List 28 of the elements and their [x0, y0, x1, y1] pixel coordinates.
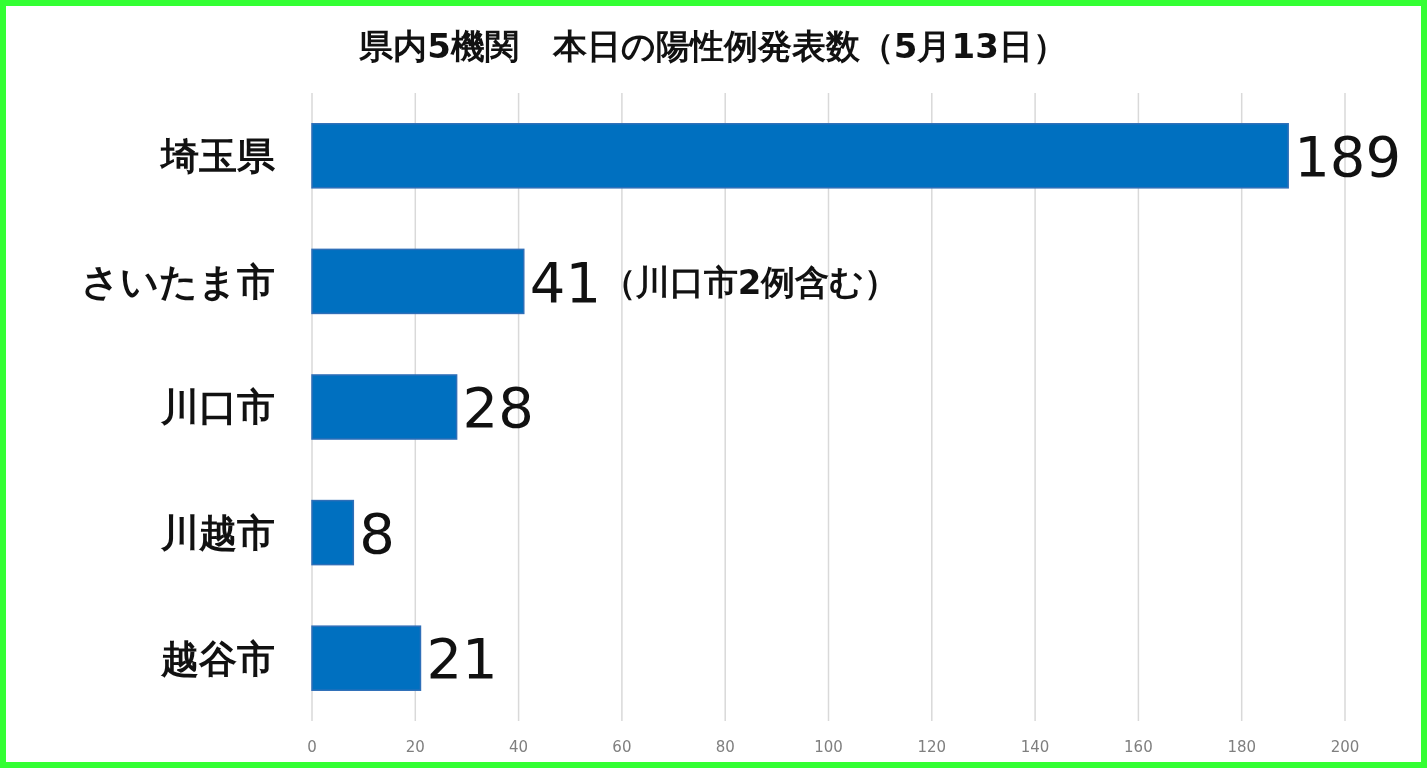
- data-label: 21: [426, 626, 498, 692]
- x-tick-label: 40: [509, 738, 529, 756]
- bar: [311, 625, 422, 691]
- chart-title: 県内5機関 本日の陽性例発表数（5月13日）: [358, 26, 1067, 66]
- x-tick-label: 0: [307, 738, 317, 756]
- bar: [311, 499, 355, 566]
- x-tick-label: 20: [405, 738, 425, 756]
- x-tick-label: 100: [814, 738, 843, 756]
- data-label: 41: [529, 249, 602, 315]
- data-label: 189: [1294, 123, 1402, 189]
- data-label: 28: [462, 375, 534, 441]
- bar: [311, 248, 525, 315]
- x-tick-label: 180: [1227, 738, 1257, 756]
- x-tick-label: 140: [1020, 738, 1050, 756]
- x-tick-label: 60: [612, 738, 632, 756]
- x-tick-label: 160: [1124, 738, 1153, 756]
- y-tick-label: 川口市: [160, 385, 275, 430]
- annotation: （川口市2例含む）: [601, 261, 899, 302]
- bar: [311, 374, 458, 440]
- y-tick-label: さいたま市: [81, 259, 275, 304]
- y-tick-label: 越谷市: [160, 636, 275, 681]
- y-tick-label: 川越市: [160, 510, 275, 555]
- x-tick-label: 200: [1330, 738, 1360, 756]
- x-tick-label: 80: [715, 738, 735, 756]
- data-label: 8: [359, 500, 395, 566]
- bar: [311, 123, 1289, 189]
- x-tick-label: 120: [917, 738, 947, 756]
- y-tick-label: 埼玉県: [159, 134, 276, 179]
